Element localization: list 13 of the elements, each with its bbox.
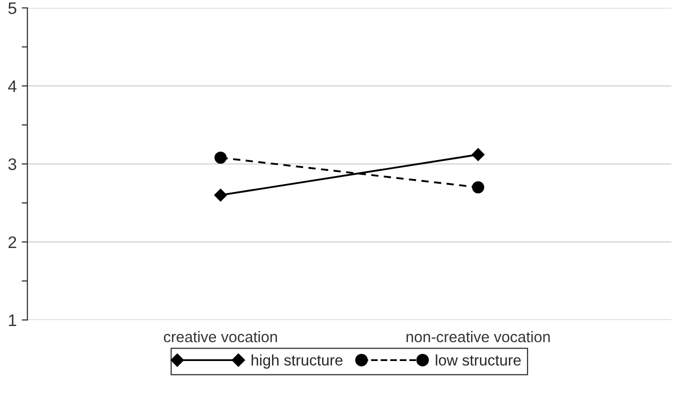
y-tick-label: 3 [8,158,16,170]
point [214,188,227,202]
legend-label: low structure [436,354,521,366]
y-tick-label: 1 [8,314,16,326]
y-tick-label: 5 [8,2,16,14]
point [214,152,227,164]
x-tick-label: non-creative vocation [406,331,550,342]
point [472,181,484,194]
x-tick-label: creative vocation [164,331,277,342]
legend-label: high structure [252,354,342,369]
point [472,148,485,161]
y-tick-label: 4 [8,80,16,92]
y-tick-label: 2 [8,236,16,248]
